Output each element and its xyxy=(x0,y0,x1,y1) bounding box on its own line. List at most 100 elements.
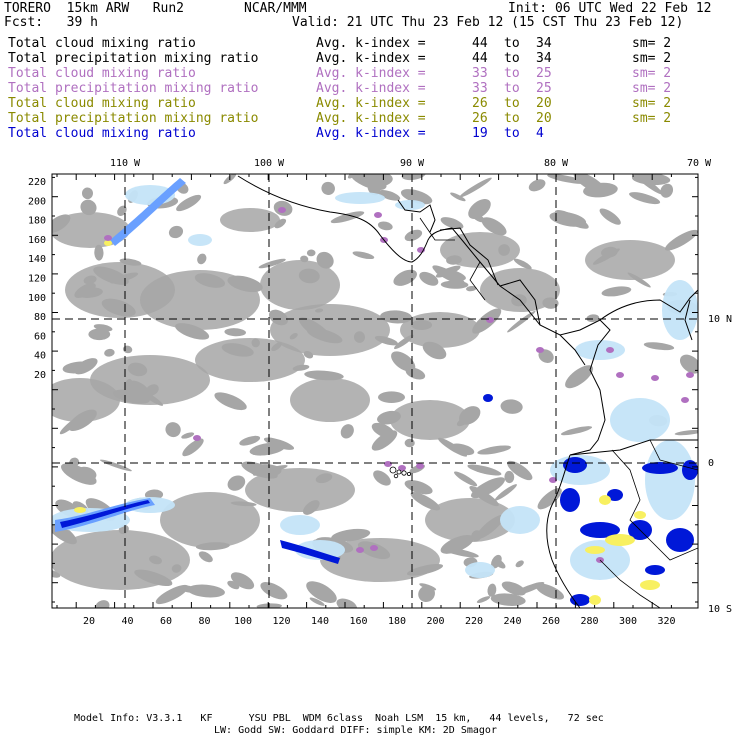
cloud-blob xyxy=(377,190,401,201)
left-gridpoint-label: 160 xyxy=(28,235,46,246)
cloud-blob xyxy=(446,255,462,265)
cloud-blob xyxy=(268,309,289,326)
left-gridpoint-label: 200 xyxy=(28,196,46,207)
purple-cloud-speck xyxy=(370,545,378,551)
yellow-precip xyxy=(634,511,646,519)
legend-smoothing: sm= 2 xyxy=(632,66,672,81)
bottom-gridpoint-label: 160 xyxy=(349,616,367,627)
cloud-blob xyxy=(400,189,433,205)
legend-kindex: Avg. k-index = xyxy=(316,66,426,81)
bottom-gridpoint-label: 320 xyxy=(657,616,675,627)
cloud-blob xyxy=(547,174,587,184)
legend-kindex-end: 25 xyxy=(536,81,552,96)
left-gridpoint-label: 100 xyxy=(28,293,46,304)
cloud-blob xyxy=(494,484,517,501)
cloud-blob xyxy=(110,272,139,284)
legend-kindex: Avg. k-index = xyxy=(316,81,426,96)
cloud-blob xyxy=(350,174,387,190)
cloud-blob xyxy=(468,199,491,219)
cloud-blob xyxy=(643,342,675,351)
cloud-blob xyxy=(122,345,133,354)
cloud-blob xyxy=(554,210,589,229)
cloud-blob xyxy=(95,600,110,608)
legend-kindex: Avg. k-index = xyxy=(316,126,426,141)
cloud-blob xyxy=(315,473,333,484)
cloud-mass xyxy=(480,268,560,312)
dark-blue-cloud xyxy=(563,457,587,473)
cloud-blob xyxy=(440,534,474,554)
legend-field: Total cloud mixing ratio xyxy=(8,96,196,111)
cloud-blob xyxy=(419,583,437,591)
bottom-gridpoint-label: 180 xyxy=(388,616,406,627)
cloud-blob xyxy=(440,217,464,230)
cloud-blob xyxy=(249,442,286,456)
dark-blue-cloud xyxy=(645,565,665,575)
legend-kindex-to: to xyxy=(504,111,520,126)
legend-kindex-end: 20 xyxy=(536,96,552,111)
left-gridpoint-label: 220 xyxy=(28,177,46,188)
bottom-gridpoint-label: 140 xyxy=(311,616,329,627)
cloud-blob xyxy=(300,255,309,263)
cloud-blob xyxy=(315,308,324,313)
cloud-blob xyxy=(258,258,286,269)
legend-field: Total cloud mixing ratio xyxy=(8,126,196,141)
cloud-blob xyxy=(309,597,325,606)
left-gridpoint-label: 180 xyxy=(28,216,46,227)
light-blue-cloud xyxy=(335,192,385,204)
cloud-blob xyxy=(406,563,444,576)
cloud-blob xyxy=(80,199,97,216)
cloud-blob xyxy=(454,471,478,487)
cloud-blob xyxy=(377,221,393,231)
cloud-blob xyxy=(176,194,202,212)
cloud-blob xyxy=(221,343,254,357)
right-latitude-label: 0 xyxy=(708,458,714,469)
coastline xyxy=(599,289,698,321)
cloud-blob xyxy=(104,348,115,357)
cloud-blob xyxy=(274,218,287,229)
cloud-blob xyxy=(500,399,523,414)
cloud-blob xyxy=(292,364,310,371)
cloud-blob xyxy=(404,229,423,242)
yellow-precip xyxy=(585,546,605,554)
cloud-blob xyxy=(306,581,337,603)
cloud-blob xyxy=(411,320,433,330)
cloud-blob xyxy=(155,584,189,605)
cloud-blob xyxy=(260,582,288,600)
legend-kindex-end: 34 xyxy=(536,51,552,66)
cloud-blob xyxy=(679,354,698,374)
legend-smoothing: sm= 2 xyxy=(632,111,672,126)
bottom-gridpoint-label: 120 xyxy=(272,616,290,627)
dark-blue-cloud-streak xyxy=(280,540,340,564)
cloud-blob xyxy=(542,297,559,309)
legend-kindex: Avg. k-index = xyxy=(316,51,426,66)
cloud-blob xyxy=(321,181,335,195)
light-blue-cloud xyxy=(295,540,345,560)
model-physics: LW: Godd SW: Goddard DIFF: simple KM: 2D… xyxy=(214,725,497,736)
dark-blue-cloud xyxy=(580,522,620,538)
cloud-blob xyxy=(401,174,426,181)
coastline xyxy=(684,299,693,341)
cloud-blob xyxy=(303,350,314,359)
coastline xyxy=(499,279,541,326)
cloud-blob xyxy=(52,519,77,545)
cloud-blob xyxy=(353,331,366,343)
cloud-blob xyxy=(459,177,492,198)
cloud-mass xyxy=(220,208,280,232)
legend-kindex-end: 25 xyxy=(536,66,552,81)
legend-kindex-to: to xyxy=(504,51,520,66)
cloud-blob xyxy=(175,323,210,340)
country-border xyxy=(419,217,455,241)
cloud-blob xyxy=(493,558,506,569)
cloud-blob xyxy=(528,179,546,192)
cloud-blob xyxy=(194,273,226,288)
cloud-blob xyxy=(513,258,532,270)
country-border xyxy=(611,449,698,561)
country-border xyxy=(469,261,486,301)
cloud-blob xyxy=(99,459,132,472)
cloud-blob xyxy=(435,265,461,278)
country-border xyxy=(599,559,661,608)
bottom-gridpoint-label: 200 xyxy=(426,616,444,627)
top-longitude-label: 80 W xyxy=(544,158,569,169)
cloud-blob xyxy=(239,435,261,446)
cloud-blob xyxy=(373,470,391,486)
